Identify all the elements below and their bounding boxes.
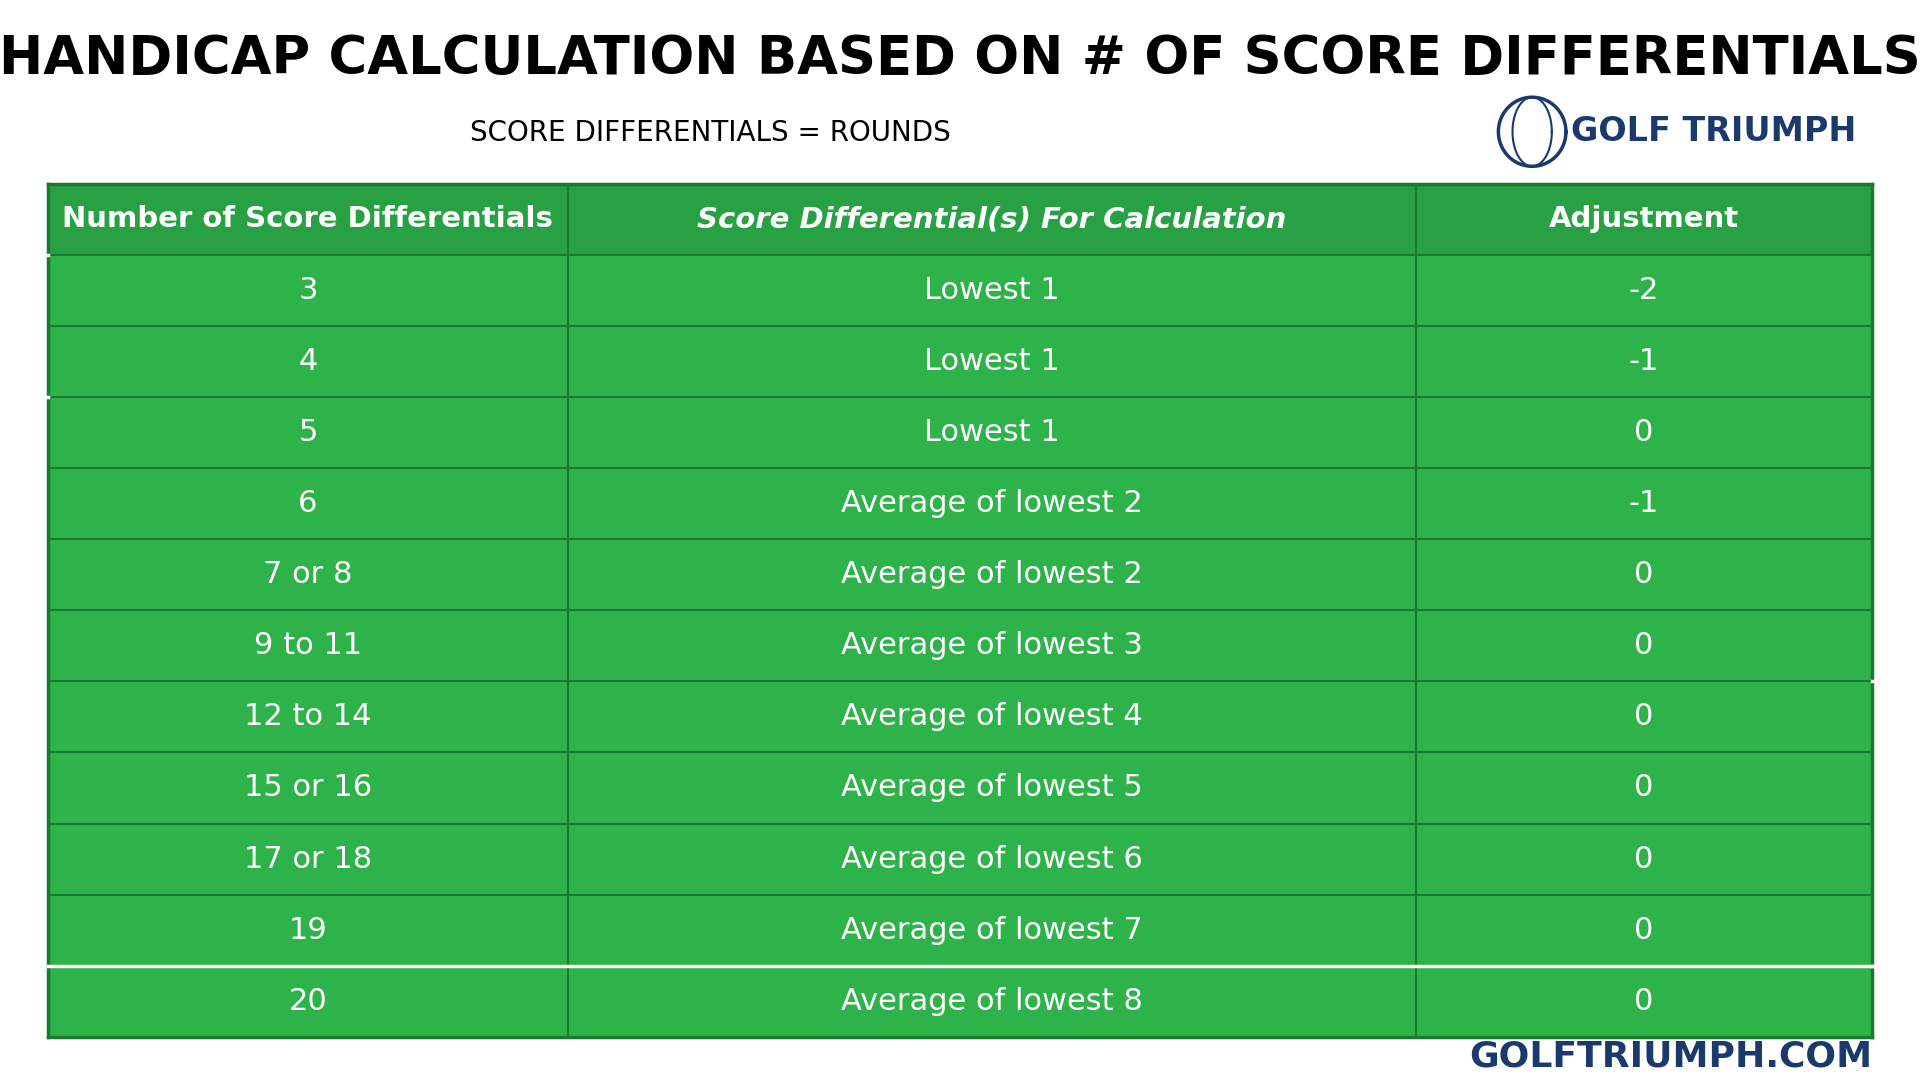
- Text: Average of lowest 2: Average of lowest 2: [841, 561, 1142, 590]
- Text: 0: 0: [1634, 702, 1653, 731]
- Text: -2: -2: [1628, 275, 1659, 305]
- Text: Score Differential(s) For Calculation: Score Differential(s) For Calculation: [697, 205, 1286, 233]
- Text: 7 or 8: 7 or 8: [263, 561, 353, 590]
- Text: Average of lowest 3: Average of lowest 3: [841, 631, 1142, 660]
- Text: Adjustment: Adjustment: [1549, 205, 1740, 233]
- Bar: [48, 539, 1872, 610]
- Text: 4: 4: [298, 347, 317, 376]
- Text: SCORE DIFFERENTIALS = ROUNDS: SCORE DIFFERENTIALS = ROUNDS: [470, 119, 950, 147]
- Text: 5: 5: [298, 418, 317, 447]
- Text: Lowest 1: Lowest 1: [924, 347, 1060, 376]
- Text: Average of lowest 7: Average of lowest 7: [841, 916, 1142, 945]
- Bar: [48, 753, 1872, 823]
- Text: 3: 3: [298, 275, 317, 305]
- Text: Average of lowest 4: Average of lowest 4: [841, 702, 1142, 731]
- Text: 6: 6: [298, 489, 317, 518]
- Text: 15 or 16: 15 or 16: [244, 773, 372, 802]
- Bar: [48, 184, 1872, 255]
- Bar: [48, 255, 1872, 326]
- Text: 0: 0: [1634, 845, 1653, 874]
- Text: HANDICAP CALCULATION BASED ON # OF SCORE DIFFERENTIALS: HANDICAP CALCULATION BASED ON # OF SCORE…: [0, 33, 1920, 85]
- Text: 20: 20: [288, 987, 326, 1016]
- Text: -1: -1: [1628, 489, 1659, 518]
- Bar: [48, 468, 1872, 539]
- Text: Number of Score Differentials: Number of Score Differentials: [63, 205, 553, 233]
- Text: GOLF TRIUMPH: GOLF TRIUMPH: [1571, 116, 1857, 148]
- Bar: [48, 681, 1872, 753]
- Text: 0: 0: [1634, 773, 1653, 802]
- Text: 17 or 18: 17 or 18: [244, 845, 372, 874]
- Text: 0: 0: [1634, 987, 1653, 1016]
- Text: 0: 0: [1634, 631, 1653, 660]
- Text: Average of lowest 8: Average of lowest 8: [841, 987, 1142, 1016]
- Bar: [48, 396, 1872, 468]
- Bar: [48, 823, 1872, 894]
- Text: GOLFTRIUMPH.COM: GOLFTRIUMPH.COM: [1469, 1039, 1872, 1074]
- Text: Average of lowest 2: Average of lowest 2: [841, 489, 1142, 518]
- Bar: [48, 610, 1872, 681]
- Text: Average of lowest 6: Average of lowest 6: [841, 845, 1142, 874]
- Text: 0: 0: [1634, 418, 1653, 447]
- Bar: [48, 894, 1872, 966]
- Text: -1: -1: [1628, 347, 1659, 376]
- Text: Average of lowest 5: Average of lowest 5: [841, 773, 1142, 802]
- Text: 12 to 14: 12 to 14: [244, 702, 372, 731]
- Text: 19: 19: [288, 916, 326, 945]
- Text: 9 to 11: 9 to 11: [253, 631, 363, 660]
- Text: 0: 0: [1634, 916, 1653, 945]
- Text: Lowest 1: Lowest 1: [924, 275, 1060, 305]
- Bar: [48, 326, 1872, 396]
- Text: 0: 0: [1634, 561, 1653, 590]
- Bar: [48, 966, 1872, 1037]
- Text: Lowest 1: Lowest 1: [924, 418, 1060, 447]
